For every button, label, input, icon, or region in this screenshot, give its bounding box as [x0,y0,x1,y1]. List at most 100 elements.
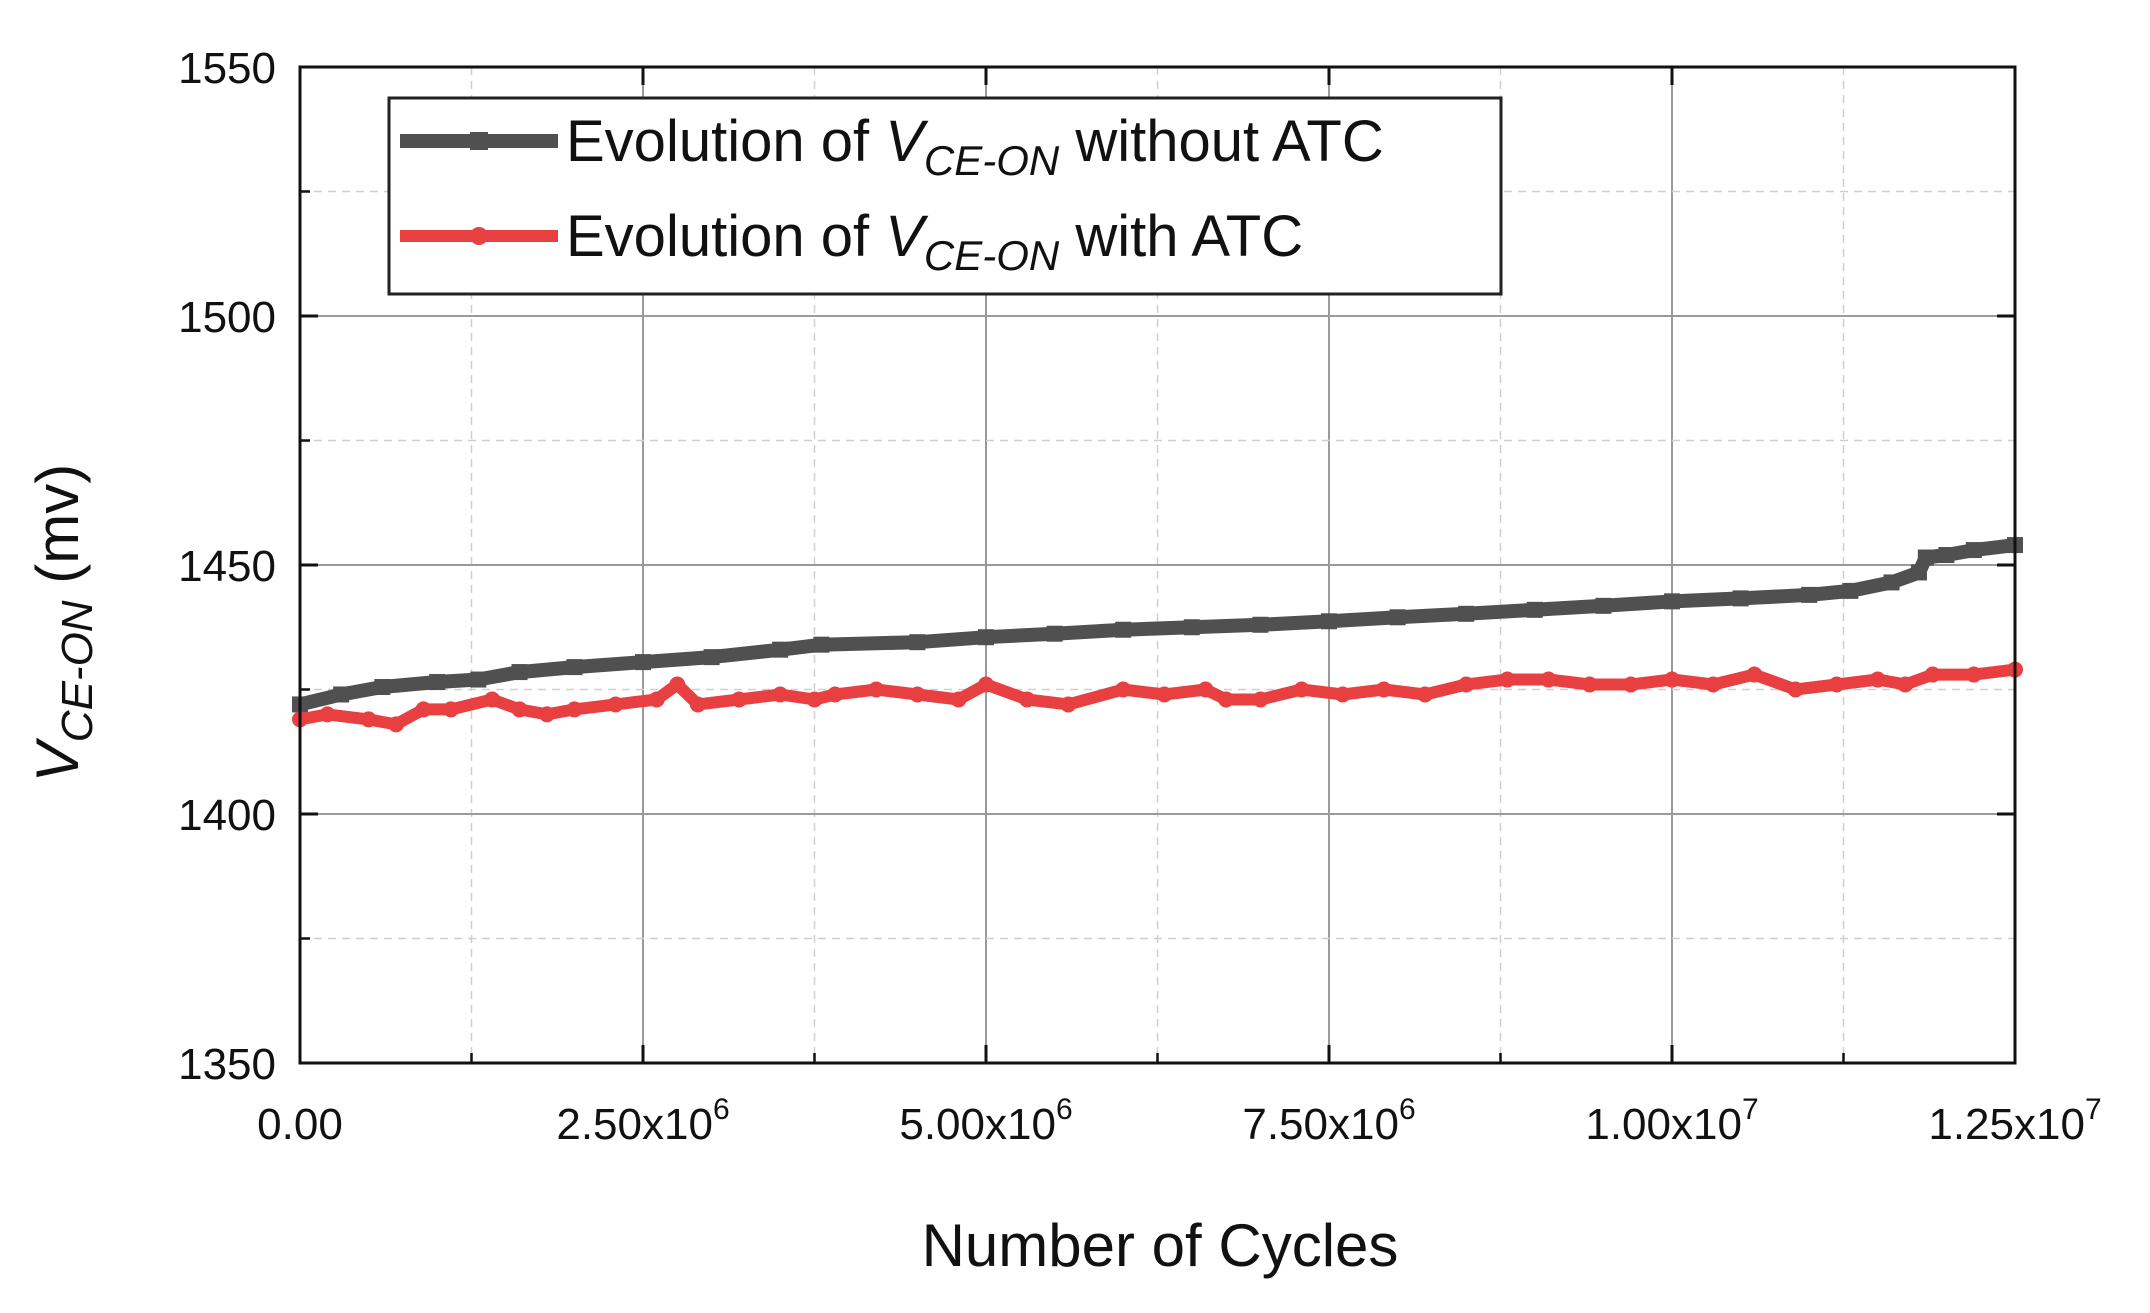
data-point [415,701,432,718]
data-point [1938,547,1955,564]
legend-prefix-with-atc: Evolution of [566,204,885,269]
x-tick-exponent: 7 [1742,1093,1759,1126]
x-tick-exponent: 6 [713,1093,730,1126]
data-point [1746,666,1763,683]
data-point [1293,681,1310,698]
y-tick-label: 1350 [178,1040,276,1089]
data-point [1910,564,1927,581]
x-tick-mantissa: 2.50x10 [556,1100,713,1149]
data-point [806,691,823,708]
data-point [772,641,789,658]
data-point [909,686,926,703]
data-point [1060,696,1077,713]
data-point [1218,691,1235,708]
legend-prefix-without-atc: Evolution of [566,109,885,174]
data-point [772,686,789,703]
legend-sub-without-atc: CE-ON [924,137,1060,184]
data-point [813,636,830,653]
x-tick-mantissa: 7.50x10 [1242,1100,1399,1149]
data-point [319,706,336,723]
data-point [1869,671,1886,688]
data-point [1787,681,1804,698]
data-point [1828,676,1845,693]
data-point [1252,616,1269,633]
data-point [1197,681,1214,698]
x-tick-mantissa: 5.00x10 [899,1100,1056,1149]
data-point [1526,601,1543,618]
legend-marker-without-atc [470,132,488,150]
data-point [1897,676,1914,693]
legend-var-with-atc: V [885,204,929,269]
data-point [1842,582,1859,599]
data-point [1115,621,1132,638]
legend-var-without-atc: V [885,109,929,174]
data-point [1917,549,1934,566]
x-tick-exponent: 6 [1056,1093,1073,1126]
y-axis-title-subscript: CE-ON [53,600,102,742]
data-point [635,654,651,671]
x-tick-label: 2.50x106 [556,1093,729,1149]
data-point [1156,686,1173,703]
x-tick-label: 1.00x107 [1585,1093,1758,1149]
data-point [1664,593,1680,610]
data-point [374,679,391,696]
y-tick-label: 1400 [178,791,276,840]
series-with-atc [292,661,2023,733]
data-point [1458,605,1475,622]
data-point [1019,691,1036,708]
data-point [827,686,844,703]
data-point [978,676,994,693]
data-point [1115,681,1132,698]
data-point [333,686,350,703]
data-point [703,649,720,666]
y-axis-title: VCE-ON (mv) [24,464,102,782]
data-point [388,716,405,733]
data-point [1581,676,1598,693]
data-point [511,664,528,681]
series-without-atc [292,537,2023,713]
data-point [648,691,665,708]
data-point [1375,681,1392,698]
data-point [1321,613,1337,630]
y-axis-title-unit: (mv) [24,464,91,601]
data-point [360,711,377,728]
legend-marker-with-atc [470,227,488,245]
data-point [429,674,446,691]
data-point [1664,671,1680,688]
data-point [442,701,459,718]
data-point [1458,676,1475,693]
data-point [868,681,885,698]
y-tick-label: 1450 [178,542,276,591]
data-point [978,629,994,646]
data-point [1924,666,1941,683]
data-point [538,706,555,723]
x-tick-label: 1.25x107 [1928,1093,2101,1149]
data-point [1883,574,1900,591]
x-tick-exponent: 7 [2085,1093,2102,1126]
data-point [1389,609,1406,626]
x-tick-mantissa: 1.00x10 [1585,1100,1742,1149]
data-point [669,676,686,693]
data-point [1705,676,1722,693]
data-point [950,691,967,708]
legend-sub-with-atc: CE-ON [924,232,1060,279]
data-point [731,691,748,708]
data-point [484,691,501,708]
data-point [1595,597,1612,614]
x-axis-title: Number of Cycles [922,1212,1399,1279]
legend-label-without-atc: Evolution of VCE-ON without ATC [566,109,1384,184]
x-tick-mantissa: 1.25x10 [1928,1100,2085,1149]
svg-text:VCE-ON (mv): VCE-ON (mv) [24,464,102,782]
data-point [1965,666,1982,683]
axes: 0.00 2.50x106 5.00x106 7.50x106 1.00x107 1.25… [178,44,2102,1149]
x-tick-exponent: 6 [1399,1093,1416,1126]
data-point [607,696,624,713]
data-point [1499,671,1516,688]
y-axis-title-var: V [24,737,91,782]
x-tick-label: 7.50x106 [1242,1093,1415,1149]
data-point [470,671,487,688]
legend-suffix-with-atc: with ATC [1059,204,1303,269]
data-point [909,634,926,651]
data-point [1732,590,1749,607]
